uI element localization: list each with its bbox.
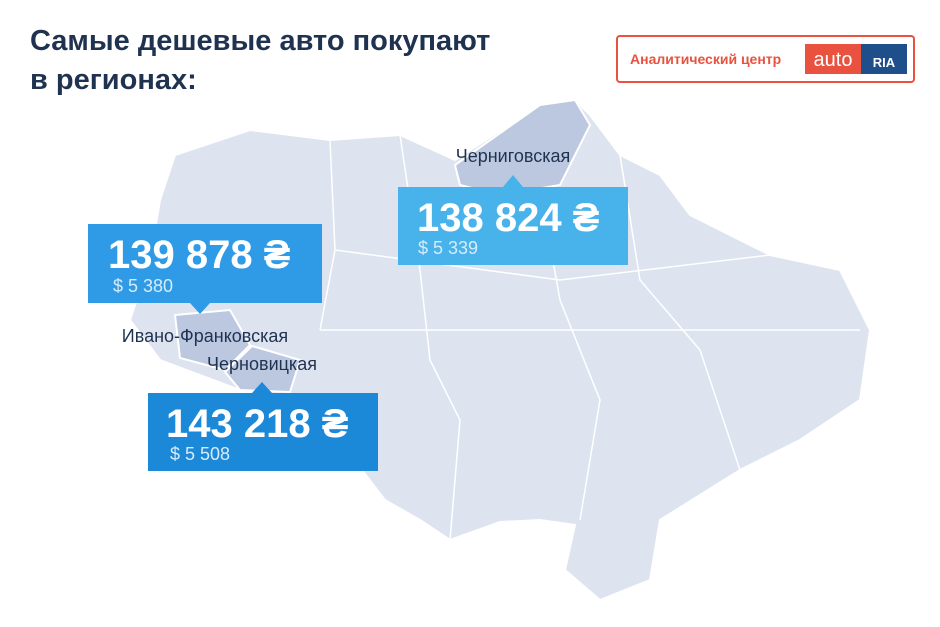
logo-auto-bg: [805, 44, 861, 74]
region-label: Ивано-Франковская: [122, 326, 288, 346]
logo-caption: Аналитический центр: [630, 51, 781, 67]
usd-price: $ 5 380: [113, 276, 173, 296]
highlight-chernivtsi: [223, 344, 302, 394]
callout-box: [88, 224, 322, 314]
callout-box: [398, 175, 628, 265]
region-label: Черниговская: [456, 146, 571, 166]
usd-price: $ 5 508: [170, 444, 230, 464]
region-borders: [319, 134, 860, 541]
callout: Черниговская 138 824 ₴ $ 5 339: [398, 146, 628, 265]
title-line: в регионах:: [30, 64, 197, 96]
logo-mark: RIA: [873, 55, 896, 70]
map: [128, 98, 872, 602]
price: 138 824 ₴: [417, 196, 599, 240]
price: 139 878 ₴: [108, 233, 290, 277]
callout-box: [148, 382, 378, 471]
logo-brand: auto: [814, 49, 853, 71]
logo-ria-bg: [861, 44, 907, 74]
highlight-chernihiv: [453, 98, 592, 197]
price: 143 218 ₴: [166, 402, 348, 446]
region-border: [319, 134, 860, 541]
highlight-ivano-frankivsk: [173, 308, 252, 372]
usd-price: $ 5 339: [418, 238, 478, 258]
region-label: Черновицкая: [207, 354, 317, 374]
callout: Черновицкая 143 218 ₴ $ 5 508: [148, 354, 378, 471]
callout: Ивано-Франковская 139 878 ₴ $ 5 380: [88, 224, 322, 346]
logo: Аналитический центр auto RIA: [616, 35, 915, 83]
title-line: Самые дешевые авто покупают: [30, 25, 490, 57]
